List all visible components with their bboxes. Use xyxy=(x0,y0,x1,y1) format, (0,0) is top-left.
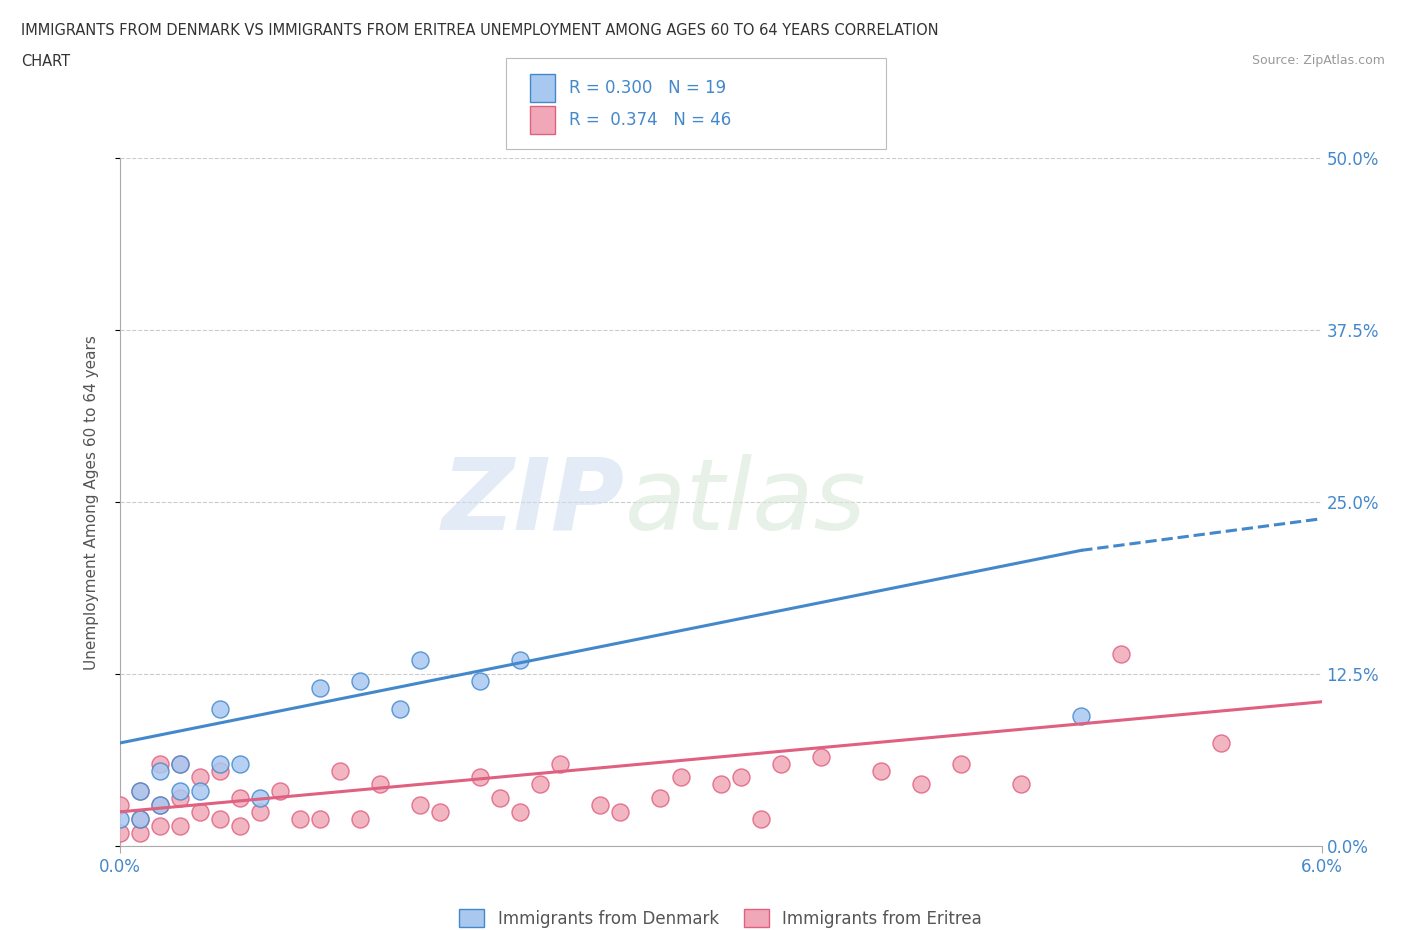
Point xyxy=(208,764,231,778)
Point xyxy=(489,790,512,805)
Point xyxy=(1211,736,1233,751)
Point xyxy=(869,764,891,778)
Point xyxy=(128,811,150,826)
Point xyxy=(249,804,271,819)
Point xyxy=(349,673,371,688)
Text: ZIP: ZIP xyxy=(441,454,624,551)
Point xyxy=(128,825,150,840)
Point xyxy=(609,804,631,819)
Point xyxy=(269,784,291,799)
Point xyxy=(329,764,352,778)
Point xyxy=(910,777,932,791)
Point xyxy=(128,784,150,799)
Point xyxy=(108,825,131,840)
Point xyxy=(709,777,731,791)
Text: R =  0.374   N = 46: R = 0.374 N = 46 xyxy=(569,111,731,129)
Point xyxy=(1070,708,1092,723)
Point xyxy=(169,756,191,771)
Point xyxy=(128,784,150,799)
Point xyxy=(509,804,531,819)
Point xyxy=(188,804,211,819)
Y-axis label: Unemployment Among Ages 60 to 64 years: Unemployment Among Ages 60 to 64 years xyxy=(84,335,98,670)
Point xyxy=(1111,646,1133,661)
Point xyxy=(169,818,191,833)
Point xyxy=(149,798,172,813)
Point xyxy=(409,653,432,668)
Point xyxy=(149,798,172,813)
Point xyxy=(749,811,772,826)
Text: Source: ZipAtlas.com: Source: ZipAtlas.com xyxy=(1251,54,1385,67)
Point xyxy=(169,756,191,771)
Point xyxy=(950,756,973,771)
Point xyxy=(108,798,131,813)
Point xyxy=(529,777,551,791)
Point xyxy=(429,804,451,819)
Point xyxy=(810,750,832,764)
Point xyxy=(468,770,492,785)
Point xyxy=(128,811,150,826)
Text: IMMIGRANTS FROM DENMARK VS IMMIGRANTS FROM ERITREA UNEMPLOYMENT AMONG AGES 60 TO: IMMIGRANTS FROM DENMARK VS IMMIGRANTS FR… xyxy=(21,23,939,38)
Point xyxy=(149,818,172,833)
Point xyxy=(188,784,211,799)
Point xyxy=(589,798,612,813)
Point xyxy=(108,811,131,826)
Point xyxy=(228,818,252,833)
Point xyxy=(149,756,172,771)
Point xyxy=(309,811,332,826)
Text: CHART: CHART xyxy=(21,54,70,69)
Point xyxy=(368,777,391,791)
Point xyxy=(309,681,332,696)
Text: R = 0.300   N = 19: R = 0.300 N = 19 xyxy=(569,79,727,98)
Point xyxy=(509,653,531,668)
Point xyxy=(169,790,191,805)
Point xyxy=(409,798,432,813)
Point xyxy=(650,790,672,805)
Point xyxy=(669,770,692,785)
Legend: Immigrants from Denmark, Immigrants from Eritrea: Immigrants from Denmark, Immigrants from… xyxy=(453,903,988,930)
Point xyxy=(228,756,252,771)
Point xyxy=(208,811,231,826)
Point xyxy=(288,811,311,826)
Point xyxy=(208,756,231,771)
Point xyxy=(149,764,172,778)
Point xyxy=(730,770,752,785)
Point xyxy=(1010,777,1032,791)
Point xyxy=(388,701,412,716)
Point xyxy=(769,756,792,771)
Point xyxy=(188,770,211,785)
Point xyxy=(349,811,371,826)
Point xyxy=(169,784,191,799)
Point xyxy=(468,673,492,688)
Point xyxy=(208,701,231,716)
Text: atlas: atlas xyxy=(624,454,866,551)
Point xyxy=(548,756,571,771)
Point xyxy=(228,790,252,805)
Point xyxy=(249,790,271,805)
